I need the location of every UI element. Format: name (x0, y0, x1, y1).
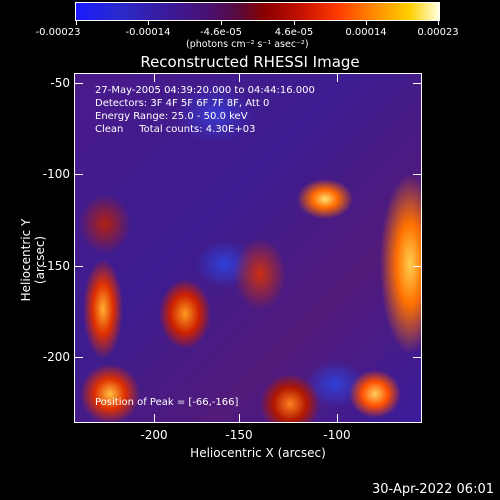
x-tick (337, 414, 338, 422)
colorbar-label: 0.00014 (345, 27, 387, 38)
clean-counts-info: Clean Total counts: 4.30E+03 (95, 124, 256, 135)
colorbar-tick (438, 20, 439, 25)
y-axis-title: Heliocentric Y (arcsec) (19, 218, 47, 302)
y-tick-label: -200 (42, 350, 70, 364)
colorbar-label: 4.6e-05 (274, 27, 314, 38)
x-tick (154, 74, 155, 82)
y-tick (413, 174, 421, 175)
x-axis-title: Heliocentric X (arcsec) (190, 446, 326, 460)
colorbar-label: -0.00023 (35, 27, 81, 38)
x-tick (239, 74, 240, 82)
y-tick-label: -50 (50, 76, 70, 90)
x-tick-label: -150 (225, 428, 253, 442)
detectors-info: Detectors: 3F 4F 5F 6F 7F 8F, Att 0 (95, 98, 270, 109)
colorbar-label: 0.00023 (417, 27, 459, 38)
y-tick (413, 83, 421, 84)
colorbar-tick (148, 20, 149, 25)
colorbar-unit: (photons cm⁻² s⁻¹ asec⁻²) (186, 39, 309, 50)
x-tick (239, 414, 240, 422)
energy-range-info: Energy Range: 25.0 - 50.0 keV (95, 111, 248, 122)
colorbar-label: -0.00014 (125, 27, 171, 38)
y-tick (413, 357, 421, 358)
y-tick-label: -100 (42, 167, 70, 181)
colorbar-tick (76, 20, 77, 25)
colorbar-tick (366, 20, 367, 25)
peak-position-info: Position of Peak = [-66,-166] (95, 397, 239, 408)
y-tick (75, 266, 83, 267)
colorbar-tick (221, 20, 222, 25)
x-tick (154, 414, 155, 422)
timestamp: 30-Apr-2022 06:01 (372, 482, 494, 497)
x-tick-label: -100 (323, 428, 351, 442)
observation-time: 27-May-2005 04:39:20.000 to 04:44:16.000 (95, 85, 315, 96)
colorbar-tick (294, 20, 295, 25)
x-tick-label: -200 (140, 428, 168, 442)
rhessi-image (74, 73, 422, 423)
y-tick (75, 357, 83, 358)
colorbar-label: -4.6e-05 (200, 27, 242, 38)
y-tick-label: -150 (42, 259, 70, 273)
y-tick (75, 83, 83, 84)
y-tick (75, 174, 83, 175)
y-tick (413, 266, 421, 267)
plot-title: Reconstructed RHESSI Image (140, 53, 360, 71)
x-tick (337, 74, 338, 82)
colorbar (75, 2, 440, 21)
